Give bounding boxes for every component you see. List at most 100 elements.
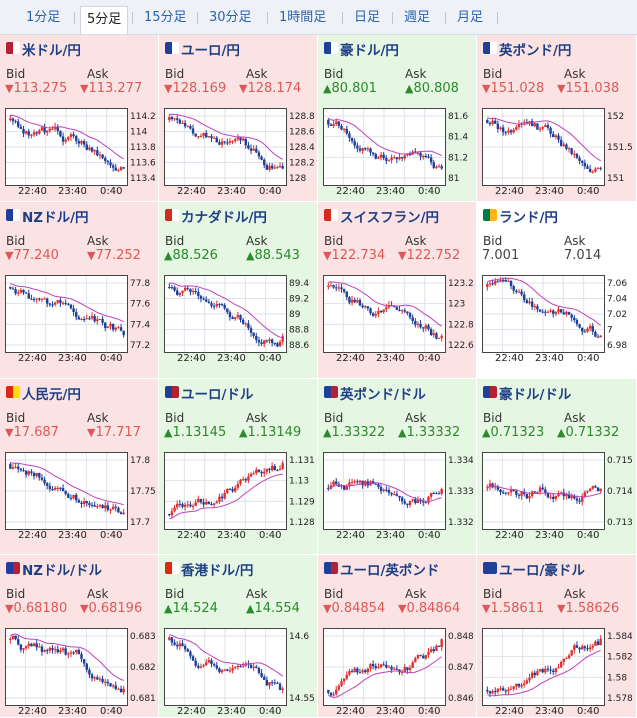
rate-cell[interactable]: 香港ドル/円 Bid Ask ▲14.524 ▲14.554 14.6 14.55 22:40… <box>159 555 318 718</box>
moving-average-line <box>328 117 442 157</box>
tab-5[interactable]: 日足 <box>354 10 381 25</box>
rate-cell[interactable]: ユーロ/円 Bid Ask ▼128.169 ▼128.174 128.8 128.6 128… <box>159 35 318 202</box>
candle <box>348 297 351 303</box>
pair-name[interactable]: ランド/円 <box>499 210 558 226</box>
chart-container[interactable]: 1.131 1.13 1.129 1.128 <box>164 452 314 530</box>
rate-cell[interactable]: 米ドル/円 Bid Ask ▼113.275 ▼113.277 114.2 114 113.8… <box>0 35 159 202</box>
candle <box>197 665 200 668</box>
candle <box>364 481 367 486</box>
candle <box>329 285 333 287</box>
rate-grid: 米ドル/円 Bid Ask ▼113.275 ▼113.277 114.2 114 113.8… <box>0 35 637 718</box>
chart-container[interactable]: 0.715 0.714 0.713 <box>482 452 632 530</box>
rate-cell[interactable]: 英ポンド/ドル Bid Ask ▲1.33322 ▲1.33332 1.334 1.333 1… <box>318 379 477 555</box>
rate-cell[interactable]: ユーロ/ドル Bid Ask ▲1.13145 ▲1.13149 1.131 1.13 1.1… <box>159 379 318 555</box>
pair-name[interactable]: ユーロ/円 <box>181 43 240 59</box>
x-tick-label: 22:40 <box>336 530 365 541</box>
tab-4[interactable]: 1時間足 <box>279 10 327 25</box>
candle <box>567 311 571 315</box>
candle <box>512 686 515 689</box>
pair-name[interactable]: ユーロ/豪ドル <box>499 563 585 579</box>
candle <box>350 481 354 483</box>
pair-name[interactable]: 米ドル/円 <box>22 43 81 59</box>
chart-container[interactable]: 81.6 81.4 81.2 81 <box>323 108 473 186</box>
x-tick-label: 23:40 <box>217 706 246 717</box>
candle <box>523 491 526 494</box>
candle <box>27 643 30 646</box>
chart-container[interactable]: 89.4 89.2 89 88.8 88.6 <box>164 275 314 353</box>
tab-2[interactable]: 15分足 <box>144 10 187 25</box>
pair-name[interactable]: 人民元/円 <box>22 387 81 403</box>
candle <box>427 651 430 655</box>
candle <box>512 129 515 133</box>
x-tick-label: 0:40 <box>100 706 123 717</box>
rate-cell[interactable]: 人民元/円 Bid Ask ▼17.687 ▼17.717 17.8 17.75 17.7 22… <box>0 379 159 555</box>
candle <box>419 152 422 157</box>
y-tick-label: 7.06 <box>607 279 627 289</box>
pair-name[interactable]: カナダドル/円 <box>181 210 267 226</box>
pair-name[interactable]: スイスフラン/円 <box>340 210 440 226</box>
rate-cell[interactable]: ユーロ/豪ドル Bid Ask ▼1.58611 ▼1.58626 1.584 1.582 1… <box>477 555 637 718</box>
tab-1[interactable]: 5分足 <box>80 6 129 34</box>
rate-cell[interactable]: 豪ドル/円 Bid Ask ▲80.801 ▲80.808 81.6 81.4 81.2 81 2… <box>318 35 477 202</box>
candle <box>197 498 200 503</box>
rate-cell[interactable]: NZドル/ドル Bid Ask ▼0.68180 ▼0.68196 0.683 0.682 0… <box>0 555 159 718</box>
pair-name[interactable]: NZドル/円 <box>22 210 89 226</box>
candle <box>96 506 99 508</box>
candle <box>168 287 171 288</box>
chart-container[interactable]: 114.2 114 113.8 113.6 113.4 <box>5 108 155 186</box>
candle <box>98 154 102 156</box>
rate-cell[interactable]: 豪ドル/ドル Bid Ask ▲0.71323 ▲0.71332 0.715 0.714 0.… <box>477 379 637 555</box>
pair-name[interactable]: ユーロ/ドル <box>181 387 254 403</box>
tab-6[interactable]: 週足 <box>404 10 431 25</box>
rate-cell[interactable]: カナダドル/円 Bid Ask ▲88.526 ▲88.543 89.4 89.2 89 88.… <box>159 202 318 379</box>
chart-container[interactable]: 77.8 77.6 77.4 77.2 <box>5 275 155 353</box>
bid-price: 77.240 <box>13 248 59 263</box>
candle <box>226 488 229 493</box>
rate-cell[interactable]: ランド/円 Bid Ask 7.001 7.014 7.06 7.04 7.02 7 6.98 22… <box>477 202 637 379</box>
candle <box>186 287 189 289</box>
chart-container[interactable]: 1.584 1.582 1.58 1.578 <box>482 628 632 706</box>
y-tick-label: 1.332 <box>448 518 473 528</box>
candle <box>205 501 208 505</box>
chart-container[interactable]: 0.848 0.847 0.846 <box>323 628 473 706</box>
tab-7[interactable]: 月足 <box>457 10 484 25</box>
pair-name[interactable]: 香港ドル/円 <box>181 563 254 579</box>
chart-container[interactable]: 17.8 17.75 17.7 <box>5 452 155 530</box>
rate-cell[interactable]: 英ポンド/円 Bid Ask ▼151.028 ▼151.038 152 151.5 151 2… <box>477 35 637 202</box>
candle <box>205 662 208 666</box>
y-tick-label: 6.98 <box>607 341 627 351</box>
pair-name[interactable]: NZドル/ドル <box>22 563 103 579</box>
pair-name[interactable]: 豪ドル/円 <box>340 43 399 59</box>
flag-part <box>6 209 13 221</box>
rate-cell[interactable]: ユーロ/英ポンド Bid Ask ▼0.84854 ▼0.84864 0.848 0.847… <box>318 555 477 718</box>
candle <box>67 303 70 305</box>
pair-name[interactable]: 豪ドル/ドル <box>499 387 572 403</box>
candle <box>400 310 404 312</box>
pair-name[interactable]: ユーロ/英ポンド <box>340 563 440 579</box>
bid-price: 113.275 <box>13 81 68 96</box>
rate-cell[interactable]: NZドル/円 Bid Ask ▼77.240 ▼77.252 77.8 77.6 77.4 77… <box>0 202 159 379</box>
chart-container[interactable]: 1.334 1.333 1.332 <box>323 452 473 530</box>
candle <box>424 654 428 659</box>
chart-container[interactable]: 123.2 123 122.8 122.6 <box>323 275 473 353</box>
pair-name[interactable]: 英ポンド/円 <box>499 43 572 59</box>
chart-container[interactable]: 152 151.5 151 <box>482 108 632 186</box>
ask-price: 14.554 <box>254 601 300 616</box>
pair-name[interactable]: 英ポンド/ドル <box>340 387 426 403</box>
candle <box>40 646 44 652</box>
candle <box>578 157 581 162</box>
chart-container[interactable]: 14.6 14.55 <box>164 628 314 706</box>
chart-container[interactable]: 128.8 128.6 128.4 128.2 128 <box>164 108 314 186</box>
candle <box>236 483 240 488</box>
candle <box>38 646 41 648</box>
candle <box>345 291 348 298</box>
candle <box>231 317 234 319</box>
x-tick-label: 0:40 <box>418 706 441 717</box>
y-tick-label: 122.8 <box>448 320 473 330</box>
chart-container[interactable]: 7.06 7.04 7.02 7 6.98 <box>482 275 632 353</box>
rate-cell[interactable]: スイスフラン/円 Bid Ask ▼122.734 ▼122.752 123.2 123 12… <box>318 202 477 379</box>
tab-3[interactable]: 30分足 <box>209 10 252 25</box>
ask-value: ▲0.71332 <box>557 425 619 440</box>
chart-container[interactable]: 0.683 0.682 0.681 <box>5 628 155 706</box>
tab-0[interactable]: 1分足 <box>26 10 61 25</box>
